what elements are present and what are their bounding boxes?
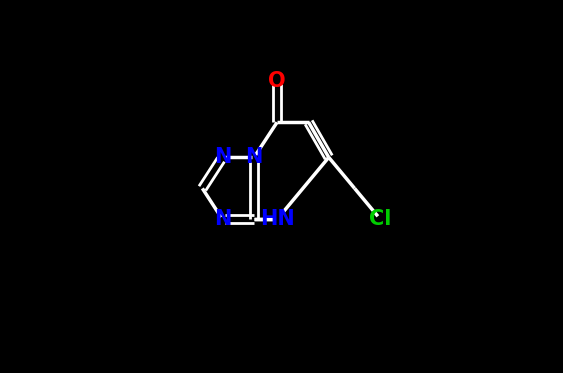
Text: N: N bbox=[214, 209, 231, 229]
Text: N: N bbox=[245, 147, 263, 167]
Text: Cl: Cl bbox=[369, 209, 392, 229]
Text: O: O bbox=[268, 70, 286, 91]
Text: N: N bbox=[214, 147, 231, 167]
Text: HN: HN bbox=[260, 209, 294, 229]
